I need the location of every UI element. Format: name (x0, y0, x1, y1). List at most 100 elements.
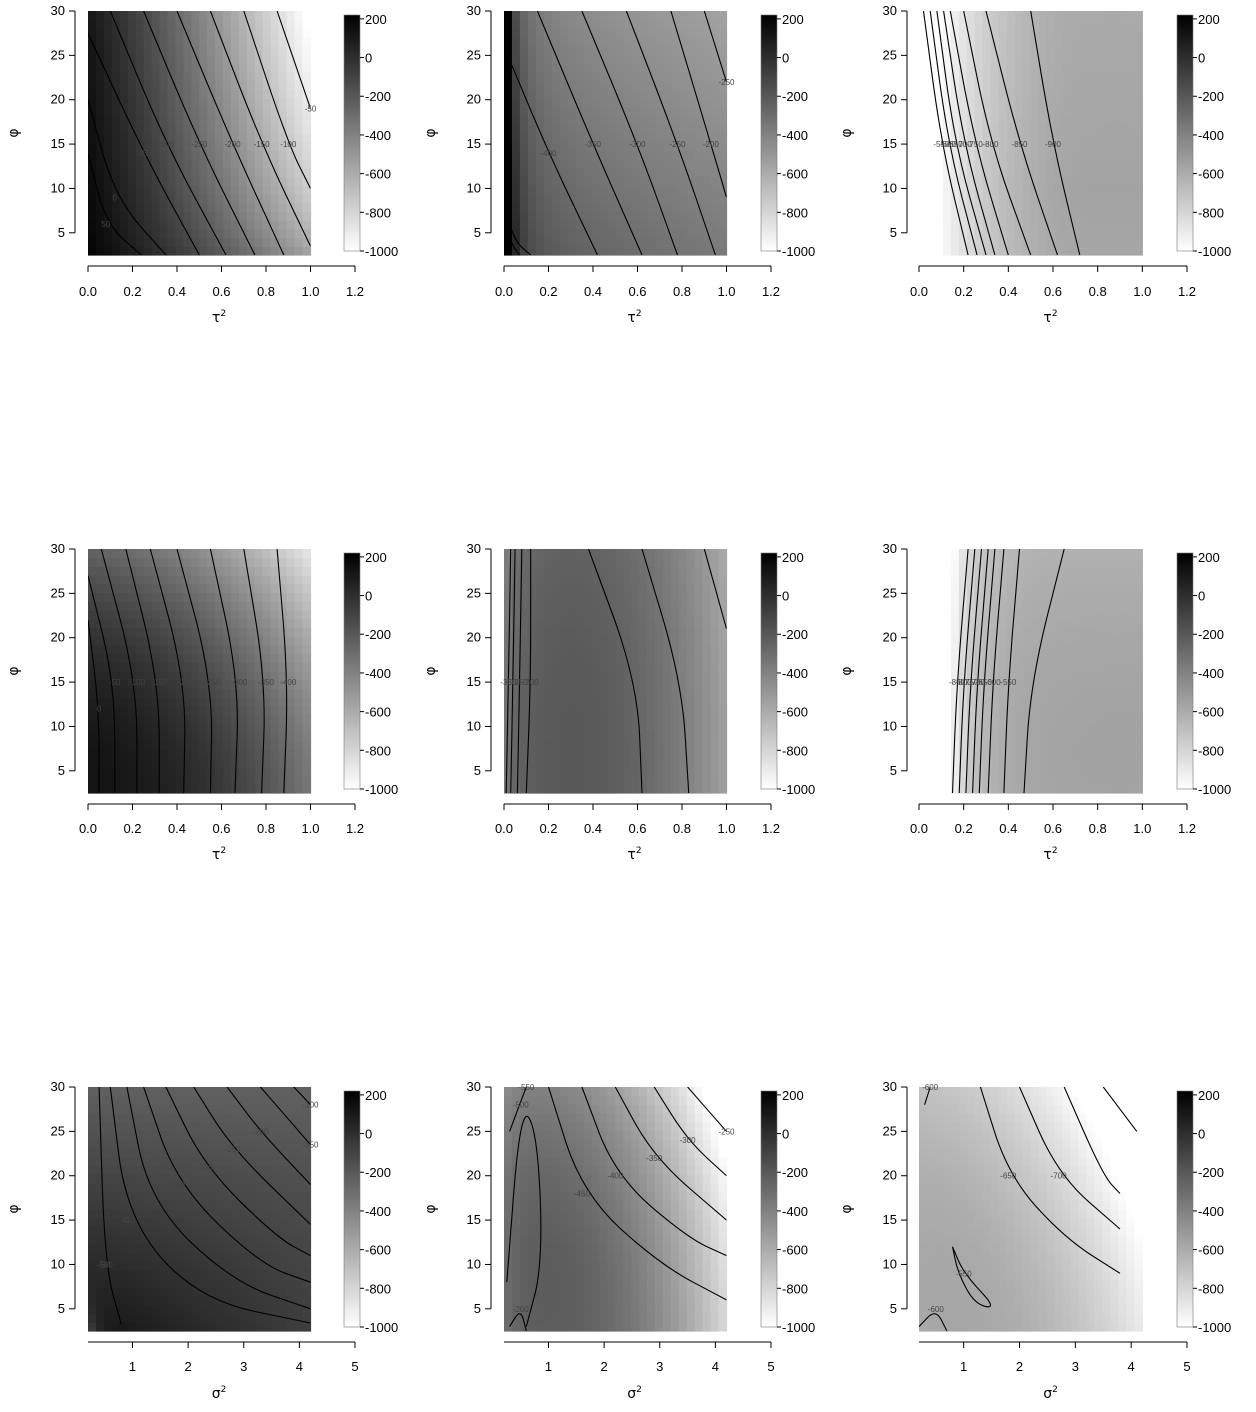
heatmap-cell (559, 98, 569, 108)
heatmap-cell (1110, 697, 1120, 707)
heatmap-cell (103, 679, 113, 690)
y-tick-label: 20 (51, 630, 65, 645)
heatmap-cell (1086, 627, 1096, 637)
heatmap-cell (294, 194, 304, 204)
heatmap-cell (294, 228, 304, 239)
heatmap-cell (1054, 688, 1064, 698)
heatmap-cell (246, 89, 256, 99)
heatmap-cell (686, 167, 696, 178)
heatmap-cell (998, 141, 1008, 152)
heatmap-cell (1102, 80, 1112, 91)
heatmap-cell (551, 185, 561, 195)
heatmap-cell (88, 133, 97, 143)
heatmap-cell (575, 758, 585, 768)
heatmap-cell (615, 636, 624, 646)
heatmap-cell (262, 653, 272, 663)
heatmap-cell (95, 575, 105, 585)
heatmap-cell (175, 124, 184, 134)
heatmap-cell (1110, 749, 1120, 759)
heatmap-cell (167, 549, 177, 559)
x-axis: 0.0 0.2 0.4 0.6 0.8 1.0 1.2τ2 (910, 265, 1196, 326)
heatmap-cell (278, 784, 288, 794)
heatmap-cell (1014, 610, 1024, 620)
heatmap-cell (262, 714, 272, 724)
heatmap-cell (246, 592, 256, 602)
heatmap-cell (238, 688, 248, 698)
heatmap-cell (919, 784, 928, 794)
heatmap-cell (607, 627, 616, 637)
heatmap-cell (294, 11, 304, 21)
heatmap-cell (919, 583, 928, 594)
heatmap-cell (919, 627, 928, 637)
heatmap-cell (254, 653, 264, 663)
heatmap-cell (551, 106, 561, 117)
colorbar-tick-label: -600 (1198, 705, 1224, 720)
heatmap-cell (1126, 106, 1135, 117)
y-tick-label: 15 (883, 136, 897, 151)
heatmap-cell (119, 740, 129, 751)
heatmap-cell (567, 80, 577, 91)
heatmap-cell (254, 671, 264, 681)
heatmap-cell (1062, 618, 1072, 629)
heatmap-cell (1054, 592, 1064, 602)
heatmap-cell (143, 697, 153, 707)
heatmap-cell (294, 54, 304, 64)
heatmap-cell (966, 575, 976, 585)
heatmap-cell (950, 63, 960, 73)
heatmap-cell (694, 237, 704, 247)
heatmap-cell (103, 583, 113, 594)
heatmap-cell (207, 583, 216, 594)
heatmap-cell (958, 732, 968, 742)
heatmap-cell (1102, 37, 1112, 47)
heatmap-cell (511, 220, 521, 230)
contour-line (958, 549, 976, 793)
heatmap-cell (551, 749, 561, 759)
heatmap-cell (607, 133, 616, 143)
heatmap-cell (958, 133, 968, 143)
heatmap-cell (942, 610, 952, 620)
heatmap-cell (591, 662, 600, 672)
heatmap-cell (270, 176, 280, 186)
heatmap-cell (559, 636, 569, 646)
heatmap-cell (1022, 185, 1032, 195)
heatmap-cell (1006, 566, 1016, 576)
heatmap-cell (710, 124, 720, 134)
heatmap-cell (1006, 583, 1016, 594)
heatmap-cell (678, 549, 688, 559)
heatmap-cell (504, 11, 513, 21)
heatmap-cell (199, 194, 208, 204)
heatmap-cell (535, 575, 545, 585)
heatmap-cell (718, 237, 728, 247)
heatmap-cell (302, 202, 312, 213)
contour-line (276, 11, 311, 109)
heatmap-cell (103, 141, 113, 152)
heatmap-cell (662, 228, 672, 239)
heatmap-cell (167, 618, 177, 629)
heatmap-cell (631, 557, 640, 568)
heatmap-cell (958, 766, 968, 777)
heatmap-cell (191, 679, 200, 690)
heatmap-cell (1062, 211, 1072, 221)
heatmap-cell (1126, 688, 1135, 698)
heatmap-cell (1014, 618, 1024, 629)
heatmap-cell (982, 758, 992, 768)
heatmap-cell (670, 749, 680, 759)
heatmap-cell (710, 72, 720, 82)
heatmap-cell (302, 228, 312, 239)
heatmap-cell (919, 723, 928, 733)
contour-line (176, 549, 213, 793)
heatmap-cell (1022, 688, 1032, 698)
heatmap-cell (175, 749, 184, 759)
heatmap-cell (686, 63, 696, 73)
heatmap-cell (1030, 644, 1040, 655)
heatmap-cell (270, 54, 280, 64)
colorbar-tick-label: -600 (365, 705, 391, 720)
heatmap-cell (607, 63, 616, 73)
heatmap-cell (647, 749, 656, 759)
heatmap-cell (151, 705, 161, 716)
heatmap-cell (1038, 549, 1048, 559)
heatmap-cell (615, 167, 624, 178)
heatmap-cell (535, 662, 545, 672)
contour-label: -250 (669, 140, 686, 149)
heatmap-cell (583, 167, 593, 178)
